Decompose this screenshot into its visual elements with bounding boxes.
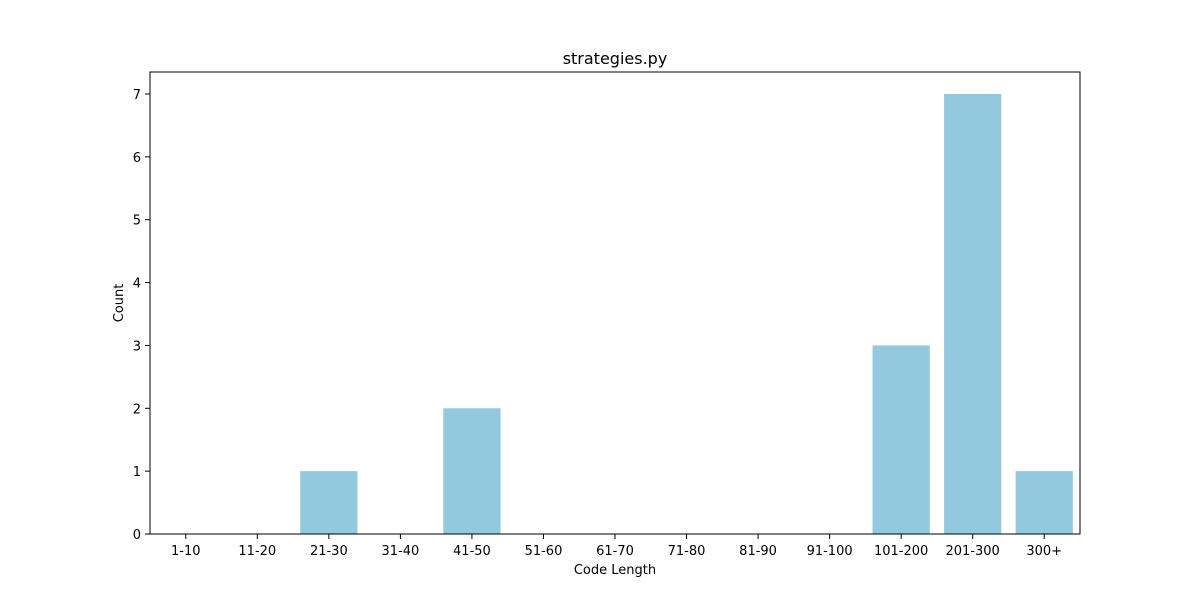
x-tick-label: 41-50	[453, 544, 491, 559]
y-tick-label: 6	[133, 151, 141, 166]
x-tick-label: 300+	[1026, 544, 1062, 559]
y-tick-label: 3	[133, 339, 141, 354]
y-tick-label: 2	[133, 402, 141, 417]
y-tick-label: 4	[133, 277, 141, 292]
x-tick-label: 51-60	[525, 544, 563, 559]
x-tick-label: 31-40	[381, 544, 419, 559]
x-tick-label: 21-30	[310, 544, 348, 559]
x-tick-label: 91-100	[807, 544, 853, 559]
bar-101-200	[872, 345, 930, 534]
bar-300+	[1015, 471, 1073, 534]
x-tick-label: 11-20	[238, 544, 276, 559]
bar-41-50	[443, 408, 501, 534]
y-tick-label: 0	[133, 528, 141, 543]
x-tick-label: 61-70	[596, 544, 634, 559]
plot-frame	[149, 71, 1081, 535]
y-axis-label: Count	[112, 284, 127, 323]
chart-title: strategies.py	[563, 49, 668, 68]
x-axis-ticks: 1-10 11-20 21-30 31-40 41-50 51-60 61-70 71-80 8…	[171, 534, 1062, 559]
x-tick-label: 101-200	[874, 544, 928, 559]
bars-layer	[300, 94, 1073, 534]
x-axis-label: Code Length	[574, 563, 656, 578]
bar-201-300	[944, 94, 1002, 534]
y-axis-ticks: 0 1 2 3 4 5 6 7	[133, 88, 150, 543]
y-tick-label: 1	[133, 465, 141, 480]
bar-21-30	[300, 471, 358, 534]
y-tick-label: 7	[133, 88, 141, 103]
x-tick-label: 81-90	[739, 544, 777, 559]
x-tick-label: 1-10	[171, 544, 201, 559]
y-tick-label: 5	[133, 214, 141, 229]
x-tick-label: 71-80	[668, 544, 706, 559]
x-tick-label: 201-300	[946, 544, 1000, 559]
